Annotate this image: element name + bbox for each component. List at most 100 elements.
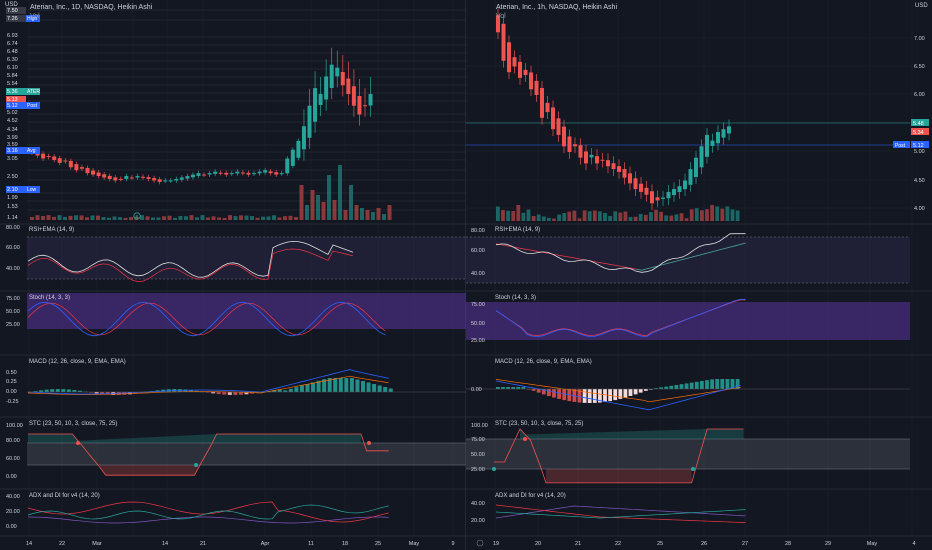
right-macd-hist-bar	[669, 385, 674, 389]
right-volume-bar	[664, 215, 669, 221]
left-volume-bar	[41, 216, 45, 220]
right-macd-hist-bar	[557, 389, 561, 399]
left-date-tick: 14	[26, 541, 32, 547]
right-macd-tick: 0.00	[471, 387, 482, 393]
right-adx-tick: 40.00	[471, 501, 485, 507]
left-price-label: 1.53	[7, 204, 18, 210]
left-date-tick: 18	[342, 541, 348, 547]
left-chart-title: Aterian, Inc., 1D, NASDAQ, Heikin Ashi	[30, 4, 153, 11]
left-macd-hist-bar	[316, 380, 321, 392]
earnings-marker-icon[interactable]	[133, 212, 141, 220]
left-volume-bar	[129, 217, 133, 220]
right-macd-hist-bar	[700, 381, 704, 389]
left-candle-body	[346, 78, 351, 95]
right-candle-body	[622, 169, 627, 178]
left-macd-tick: 0.25	[6, 379, 17, 385]
right-price-tick: 4.50	[914, 178, 925, 184]
left-price-label: 5.02	[7, 110, 18, 116]
right-volume-bar	[608, 215, 612, 221]
left-macd-hist-bar	[349, 378, 354, 392]
right-macd-hist-bar	[628, 389, 633, 396]
right-volume-bar	[710, 205, 714, 221]
left-date-tick: 25	[375, 541, 381, 547]
right-volume-bar	[552, 218, 556, 221]
left-volume-bar	[63, 216, 67, 220]
left-volume-bar	[266, 216, 271, 220]
right-price-tag-bg	[911, 141, 929, 148]
left-candle-body	[52, 156, 57, 160]
left-stoch-tick: 50.00	[6, 309, 20, 315]
left-volume-bar	[140, 215, 144, 220]
left-volume-bar	[338, 165, 342, 220]
right-volume-bar	[649, 212, 653, 221]
right-macd-hist-bar	[547, 389, 551, 396]
right-volume-bar	[521, 212, 526, 221]
left-macd-hist-bar	[327, 378, 332, 392]
left-date-tick: 22	[59, 541, 65, 547]
settings-gear-icon[interactable]	[476, 539, 484, 547]
left-chart-canvas[interactable]: E 7.50 7.26 6.93 6.74 6.48 6.30 6.10 5.84 5.54 5.3…	[0, 0, 466, 550]
left-macd-hist-bar	[372, 384, 377, 392]
left-volume-bar	[387, 205, 392, 220]
left-candle-body	[235, 171, 240, 174]
left-price-label: 6.48	[7, 49, 18, 55]
right-post-badge: Post	[895, 143, 906, 149]
left-date-tick: 11	[308, 541, 314, 547]
right-candle-body	[578, 145, 583, 158]
right-volume-bar	[613, 211, 618, 221]
left-candle-body	[79, 167, 84, 169]
left-volume-bar	[57, 215, 62, 220]
right-volume-bar	[531, 216, 536, 221]
left-price-tag-bg	[6, 15, 26, 22]
right-chart-canvas[interactable]: 7.006.506.005.505.004.504.005.485.345.12…	[466, 0, 932, 550]
right-volume-bar	[679, 213, 684, 221]
left-candle-body	[96, 172, 101, 177]
left-volume-bar	[365, 210, 370, 220]
left-candle-body	[174, 178, 179, 181]
left-badge-high-bg	[26, 15, 40, 22]
left-price-label: 3.99	[7, 135, 18, 141]
right-volume-bar	[623, 211, 628, 221]
left-macd-hist-bar	[322, 379, 327, 392]
right-price-tick: 6.00	[914, 92, 925, 98]
left-stc-tick: 80.00	[6, 438, 20, 444]
left-badge-post-bg	[26, 102, 40, 109]
left-candle-body	[351, 86, 356, 106]
left-candle-body	[246, 172, 251, 175]
left-macd-hist-bar	[311, 382, 316, 392]
left-stoch-title: Stoch (14, 3, 3)	[29, 295, 71, 301]
left-volume-bar	[332, 200, 337, 220]
left-candle-body	[257, 171, 262, 174]
left-price-label: 1.14	[7, 215, 18, 221]
left-volume-bar	[96, 215, 100, 220]
right-candle-body	[534, 80, 539, 95]
left-stc-fill-up	[28, 434, 361, 443]
left-candle-body	[179, 177, 184, 180]
left-rsi-ema	[27, 248, 354, 282]
left-candle-body	[318, 94, 323, 105]
left-volume-bar	[327, 175, 331, 220]
left-volume-bar	[200, 215, 205, 220]
left-candle-body	[124, 176, 129, 179]
right-stc-title: STC (23, 50, 10, 3, close, 75, 25)	[495, 421, 584, 427]
right-candle-body	[633, 178, 638, 190]
right-candle-body	[694, 157, 698, 177]
right-date-tick: 25	[657, 541, 663, 547]
left-volume-bar	[360, 208, 364, 220]
left-candle-body	[252, 173, 256, 175]
left-stc-tick: 0.00	[6, 474, 17, 480]
left-macd-hist-bar	[272, 390, 277, 392]
left-price-label: 4.52	[7, 118, 18, 124]
right-macd-hist-bar	[536, 389, 541, 393]
right-macd-hist-bar	[694, 381, 699, 389]
right-macd-hist-bar	[654, 388, 658, 389]
right-candle-body	[562, 126, 566, 147]
left-adx-title: ADX and DI for v4 (14, 20)	[29, 493, 100, 499]
left-volume-bar	[90, 215, 95, 220]
left-candle-body	[141, 176, 145, 178]
right-volume-bar	[633, 216, 638, 221]
right-rsi-tick: 80.00	[471, 228, 485, 234]
right-volume-bar	[720, 208, 725, 221]
left-volume-bar	[321, 202, 326, 220]
right-volume-bar	[506, 210, 510, 221]
